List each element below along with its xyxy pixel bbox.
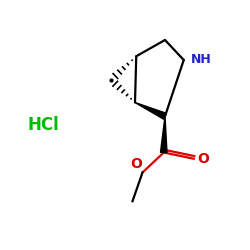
Text: O: O (198, 152, 209, 166)
Polygon shape (135, 102, 166, 119)
Polygon shape (160, 116, 167, 152)
Text: NH: NH (191, 53, 212, 66)
Text: HCl: HCl (28, 116, 60, 134)
Text: O: O (130, 157, 142, 171)
